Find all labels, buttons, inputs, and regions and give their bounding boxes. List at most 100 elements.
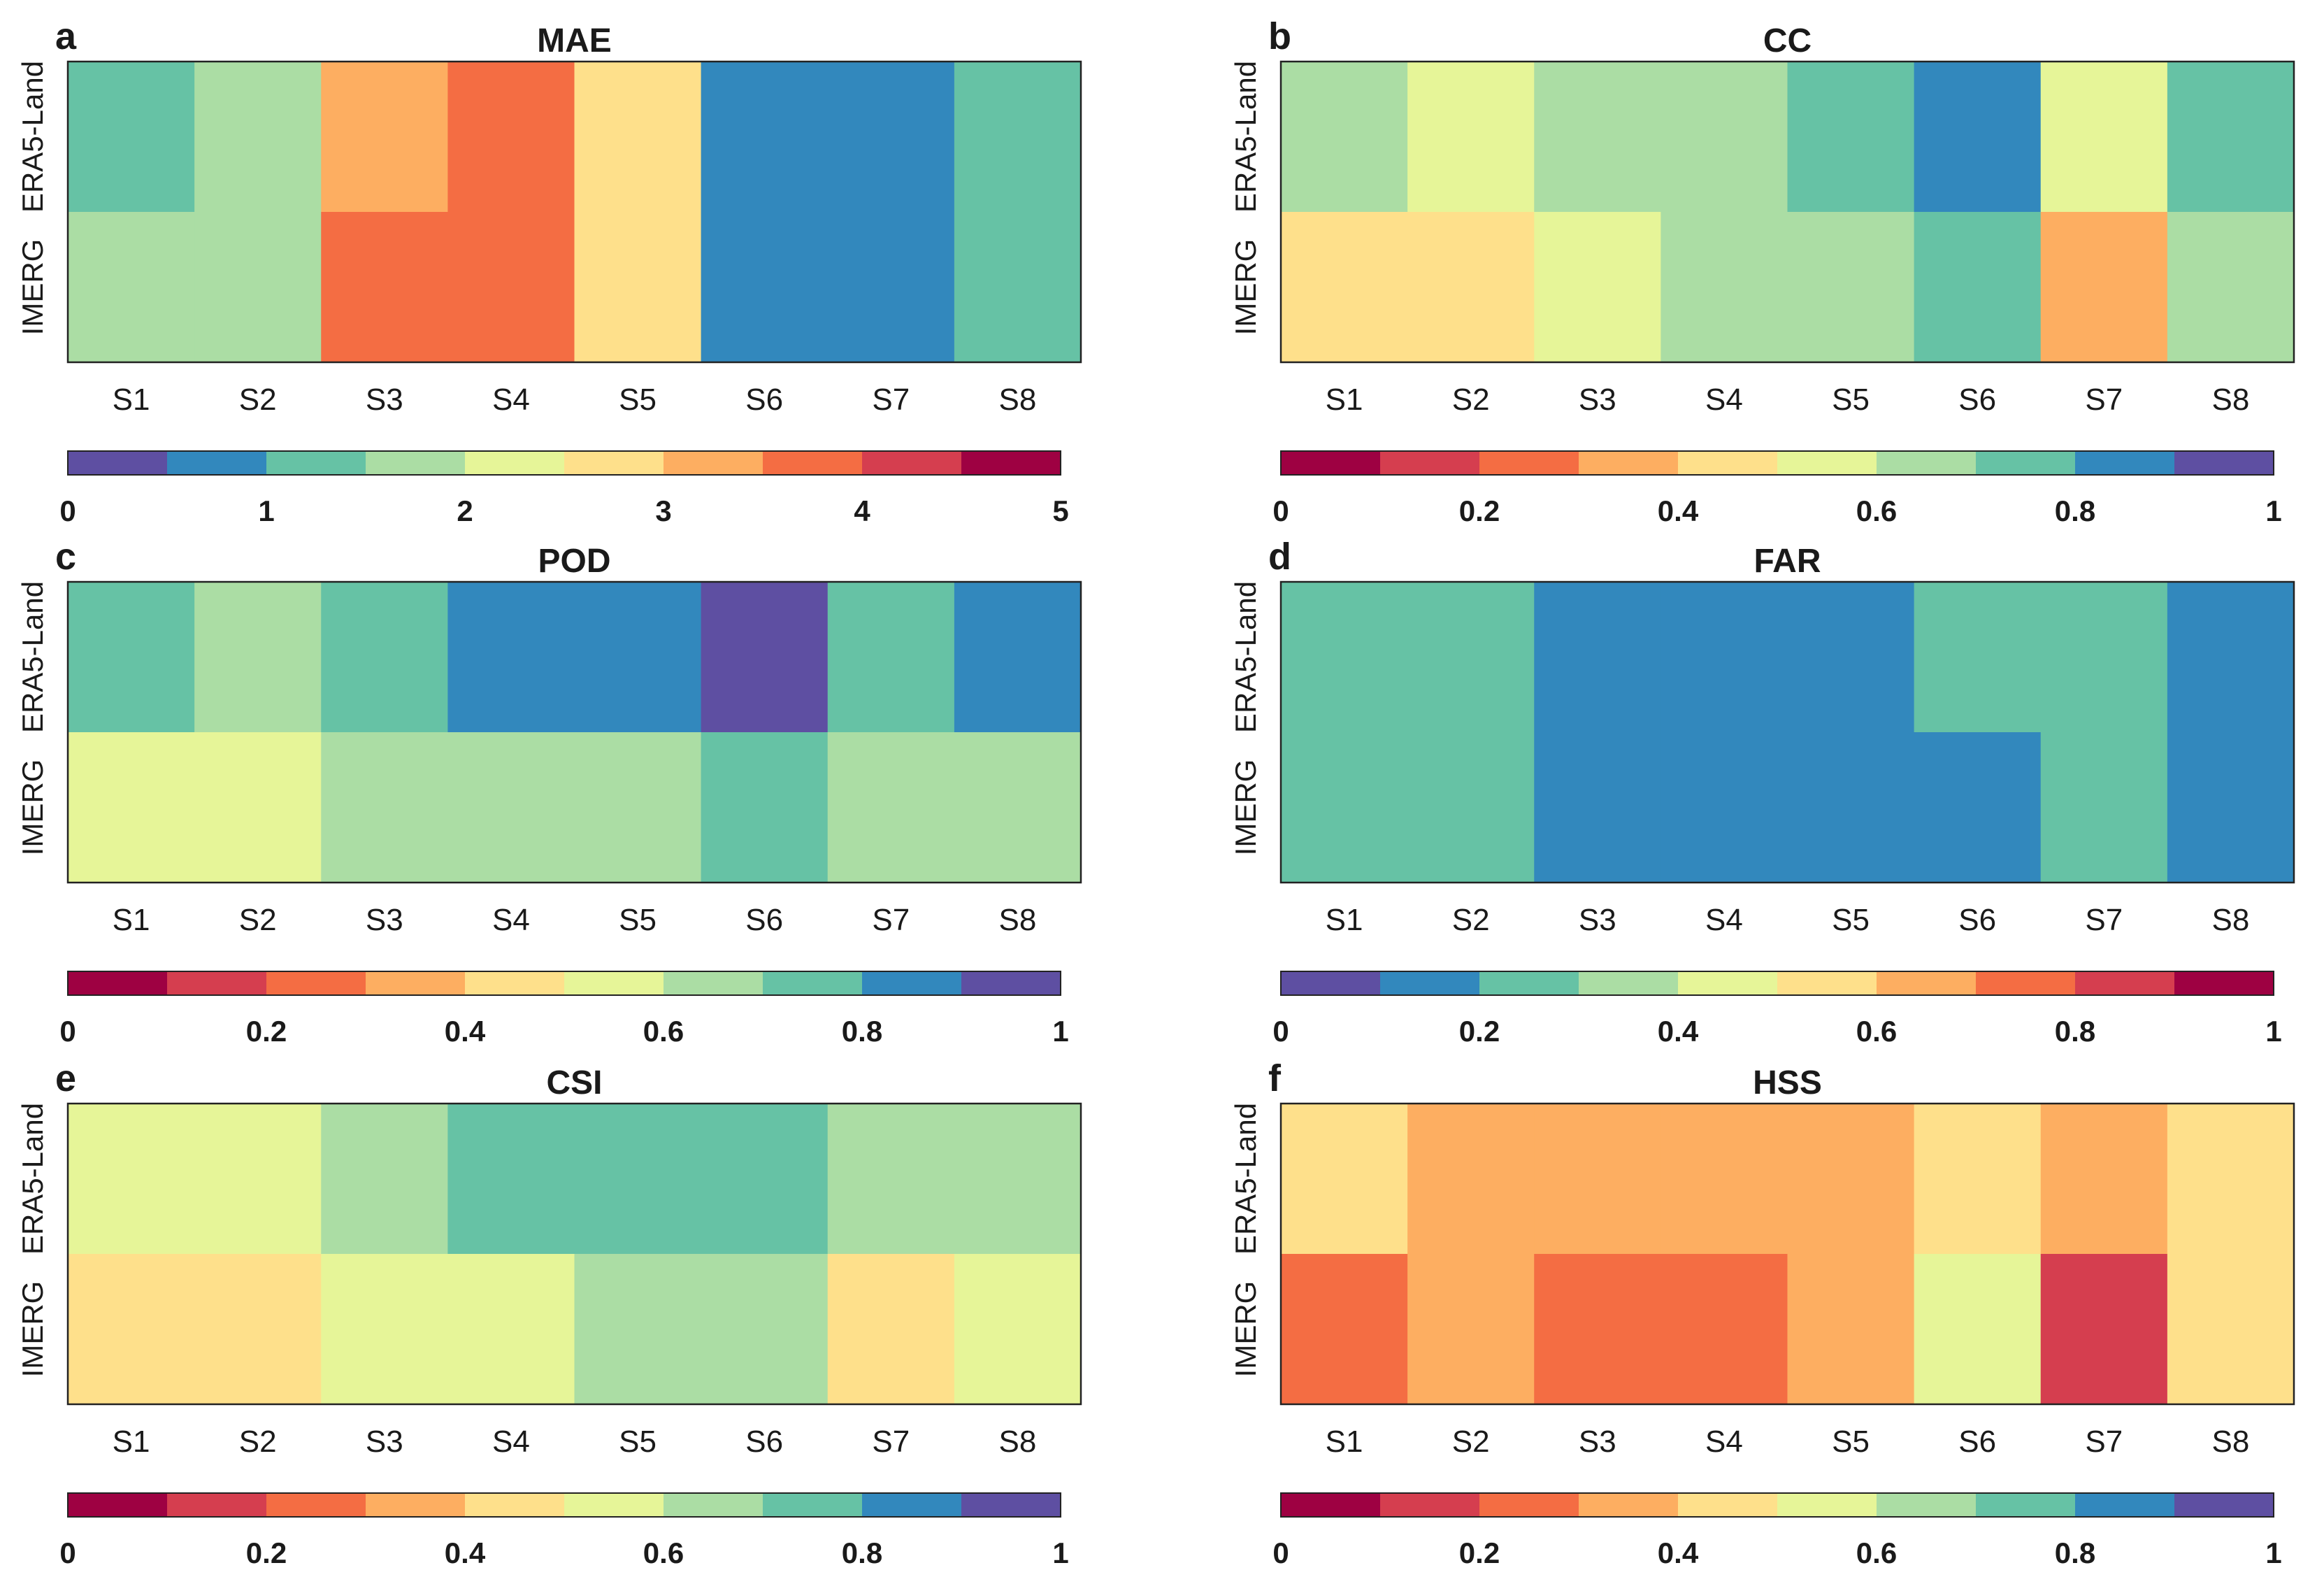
colorbar-tick-label: 1 [2265,1015,2281,1048]
heatmap-cell [1281,1104,1408,1255]
column-tick-label: S7 [2085,903,2123,937]
column-tick-label: S1 [1326,1425,1363,1459]
colorbar-frame [1280,1492,2274,1518]
column-tick-label: S3 [1579,903,1616,937]
panel-title: CC [1763,22,1812,59]
heatmap-cell [447,1254,575,1405]
colorbar-tick-label: 0 [1272,1536,1289,1569]
colorbar-segment [465,451,565,475]
heatmap-cell [2040,1104,2168,1255]
column-tick-label: S6 [1958,903,1996,937]
colorbar-frame [67,1492,1061,1518]
panel-a: a MAE ERA5-Land IMERG S1 S2 S3 S4 S5 S6 S7 S8 0 1 2 3 4 5 [16,15,1082,527]
colorbar-tick-label: 0.8 [842,1015,882,1048]
heatmap-cell [321,1104,448,1255]
panel-title: MAE [537,22,612,59]
colorbar-segment [68,971,168,995]
column-tick-label: S7 [872,1425,910,1459]
heatmap-frame [1279,60,2295,364]
column-tick-label: S3 [366,383,403,417]
panel-letter: a [55,15,77,57]
panel-letter: b [1268,15,1291,57]
colorbar-segment [1976,451,2076,475]
panel-b: b CC ERA5-Land IMERG S1 S2 S3 S4 S5 S6 S7 S8 0 0.2 0.4… [1229,15,2295,527]
colorbar-segment [1777,451,1877,475]
heatmap-cell [1534,62,1661,213]
heatmap-cell [701,582,829,733]
colorbar-segment [2075,451,2175,475]
colorbar-tick-label: 0.2 [1459,1536,1500,1569]
heatmap-cell [574,62,702,213]
heatmap-cell [701,1104,829,1255]
heatmap-cell [1534,582,1661,733]
colorbar-segment [2174,1493,2274,1517]
colorbar-segment [366,971,466,995]
row-label: ERA5-Land [16,1103,49,1255]
heatmap-cell [574,1104,702,1255]
heatmap-cell [954,732,1082,883]
colorbar-tick-label: 0 [1272,494,1289,527]
colorbar-segment [664,1493,763,1517]
row-label: ERA5-Land [1229,61,1262,213]
heatmap-cell [574,582,702,733]
heatmap-cell [701,212,829,363]
heatmap-cell [1534,732,1661,883]
column-tick-label: S4 [492,903,530,937]
heatmap-cell [827,582,955,733]
colorbar-segment [266,451,366,475]
colorbar-segment [664,971,763,995]
row-label: ERA5-Land [1229,1103,1262,1255]
colorbar-segment [1678,451,1778,475]
heatmap-cell [321,62,448,213]
column-tick-label: S4 [1705,383,1743,417]
heatmap-cell [827,1104,955,1255]
colorbar-segment [1678,971,1778,995]
column-tick-label: S8 [2212,903,2250,937]
colorbar-segment [266,971,366,995]
heatmap-cell [447,582,575,733]
colorbar-segment [564,451,664,475]
heatmap-cell [1660,62,1788,213]
row-label: IMERG [1229,239,1262,336]
colorbar-segment [961,451,1061,475]
column-tick-label: S2 [239,383,277,417]
column-tick-label: S5 [1832,1425,1870,1459]
column-tick-label: S6 [745,383,783,417]
heatmap-frame [66,60,1082,364]
heatmap-cell [2167,582,2295,733]
heatmap-cell [1407,1104,1535,1255]
column-tick-label: S5 [1832,383,1870,417]
heatmap-cell [701,1254,829,1405]
colorbar-segment [1479,971,1579,995]
heatmap-cell [68,212,195,363]
heatmap-cell [321,212,448,363]
colorbar-segment [1579,1493,1679,1517]
heatmap-cell [1407,212,1535,363]
column-tick-label: S6 [745,1425,783,1459]
colorbar-segment [366,451,466,475]
heatmap-cell [1660,582,1788,733]
column-tick-label: S3 [1579,383,1616,417]
column-tick-label: S6 [1958,1425,1996,1459]
heatmap-cell [2040,732,2168,883]
heatmap-cell [1914,582,2042,733]
heatmap-cell [68,1104,195,1255]
heatmap-cell [574,1254,702,1405]
column-tick-label: S7 [2085,1425,2123,1459]
colorbar-segment [1579,451,1679,475]
colorbar-segment [366,1493,466,1517]
column-tick-label: S5 [619,1425,657,1459]
colorbar-tick-label: 0.8 [2055,1015,2095,1048]
column-tick-label: S7 [2085,383,2123,417]
colorbar-tick-label: 1 [2265,1536,2281,1569]
column-tick-label: S1 [113,903,150,937]
heatmap-cell [321,732,448,883]
panel-e: e CSI ERA5-Land IMERG S1 S2 S3 S4 S5 S6 S7 S8 0 0.2 0.… [16,1057,1082,1569]
heatmap-cell [2040,212,2168,363]
heatmap-frame [1279,580,2295,884]
column-tick-label: S5 [619,383,657,417]
colorbar-segment [167,451,267,475]
heatmap-cell [2040,1254,2168,1405]
column-tick-label: S1 [113,383,150,417]
